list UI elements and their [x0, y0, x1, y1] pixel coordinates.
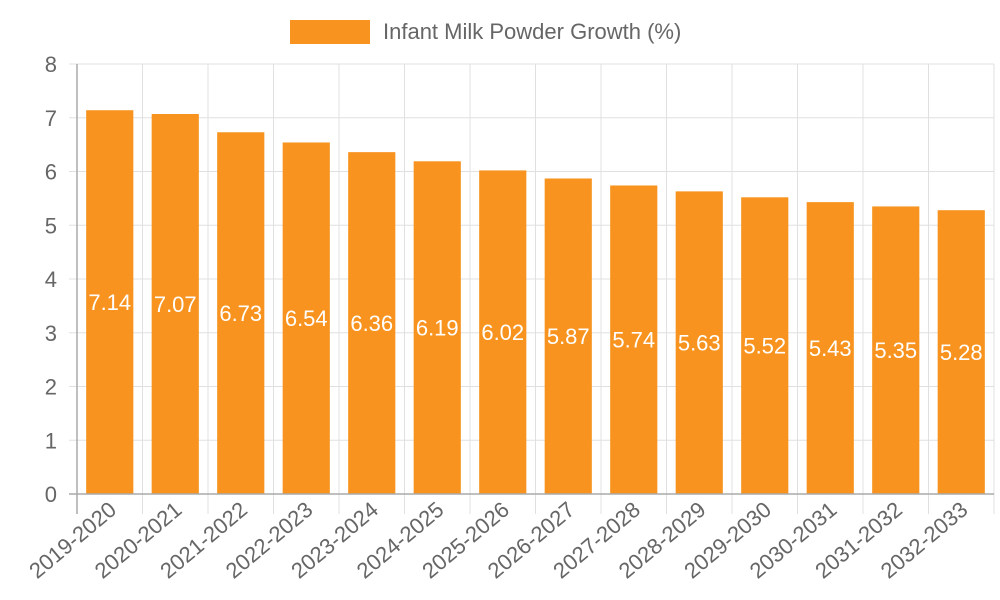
bar [479, 170, 527, 495]
bar [86, 110, 134, 494]
bar [806, 202, 854, 494]
bar [937, 210, 985, 494]
bar [413, 161, 461, 494]
legend-label: Infant Milk Powder Growth (%) [383, 19, 682, 44]
bar [348, 152, 396, 494]
y-tick-label: 4 [45, 267, 57, 292]
axes [69, 64, 994, 514]
bar-value-label: 5.74 [612, 328, 655, 353]
y-tick-label: 8 [45, 52, 57, 77]
bar [675, 191, 723, 494]
bar-value-label: 6.36 [350, 311, 393, 336]
bar [544, 178, 592, 495]
bar [217, 132, 265, 494]
bar-value-label: 6.73 [219, 301, 262, 326]
bars [86, 110, 985, 495]
y-tick-label: 3 [45, 321, 57, 346]
bar [282, 142, 330, 494]
y-tick-label: 6 [45, 160, 57, 185]
y-tick-label: 2 [45, 375, 57, 400]
bar-value-label: 5.87 [547, 324, 590, 349]
bar-value-labels: 7.14 7.07 6.73 6.54 6.36 6.19 6.02 5.87 5.74 5.63… [88, 290, 982, 365]
bar-value-label: 5.52 [743, 334, 786, 359]
bar-value-label: 6.02 [481, 320, 524, 345]
y-tick-label: 5 [45, 213, 57, 238]
bar-value-label: 5.28 [940, 340, 983, 365]
bar [741, 197, 789, 495]
bar [610, 185, 658, 494]
bar-value-label: 5.63 [678, 331, 721, 356]
bar-value-label: 7.14 [88, 290, 131, 315]
bar [872, 206, 920, 494]
bar-value-label: 6.19 [416, 316, 459, 341]
y-tick-label: 7 [45, 106, 57, 131]
legend-swatch [290, 20, 370, 44]
chart-legend[interactable]: Infant Milk Powder Growth (%) [290, 18, 681, 46]
y-axis-ticks: 0 1 2 3 4 5 6 7 8 [45, 52, 57, 507]
bar-value-label: 5.35 [874, 338, 917, 363]
bar-value-label: 6.54 [285, 306, 328, 331]
y-tick-label: 1 [45, 428, 57, 453]
bar-value-label: 5.43 [809, 336, 852, 361]
grid-lines [69, 63, 995, 514]
bar-value-label: 7.07 [154, 292, 197, 317]
bar [151, 113, 199, 495]
y-tick-label: 0 [45, 482, 57, 507]
x-axis-ticks: 2019-20202020-20212021-20222022-20232023… [24, 497, 972, 584]
